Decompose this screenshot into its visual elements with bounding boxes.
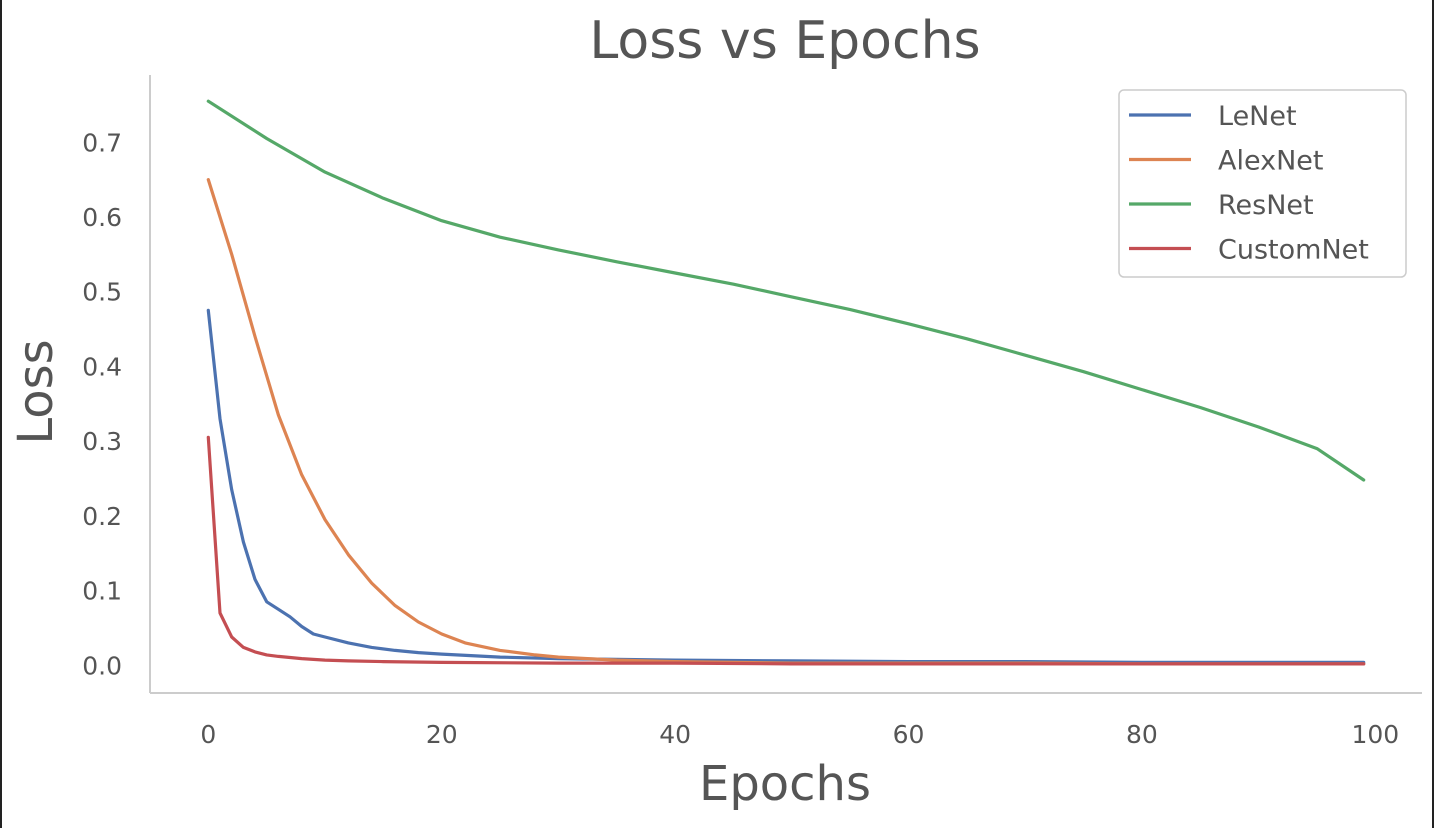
legend-label: AlexNet bbox=[1218, 146, 1323, 177]
x-tick-labels: 0 20 40 60 80 100 bbox=[200, 720, 1399, 749]
y-tick-label: 0.5 bbox=[82, 278, 122, 307]
series-line-lenet bbox=[206, 308, 1366, 665]
y-tick-label: 0.0 bbox=[82, 651, 122, 680]
y-tick-label: 0.7 bbox=[82, 128, 122, 157]
series-lines bbox=[206, 99, 1366, 666]
y-tick-label: 0.6 bbox=[82, 203, 122, 232]
x-axis-title: Epochs bbox=[699, 756, 871, 812]
x-tick-label: 80 bbox=[1126, 720, 1158, 749]
y-axis-title: Loss bbox=[8, 339, 64, 444]
x-tick-label: 40 bbox=[659, 720, 691, 749]
series-line-customnet bbox=[206, 435, 1366, 666]
legend-label: CustomNet bbox=[1218, 235, 1369, 266]
y-tick-label: 0.4 bbox=[82, 352, 122, 381]
y-tick-label: 0.3 bbox=[82, 427, 122, 456]
x-tick-label: 100 bbox=[1351, 720, 1399, 749]
axes bbox=[149, 75, 1422, 694]
y-tick-label: 0.1 bbox=[82, 577, 122, 606]
y-tick-label: 0.2 bbox=[82, 502, 122, 531]
chart-title: Loss vs Epochs bbox=[589, 11, 980, 71]
x-tick-label: 60 bbox=[893, 720, 925, 749]
legend-label: LeNet bbox=[1218, 101, 1297, 132]
x-tick-label: 0 bbox=[200, 720, 216, 749]
legend: LeNet AlexNet ResNet CustomNet bbox=[1118, 89, 1407, 278]
y-tick-labels: 0.0 0.1 0.2 0.3 0.4 0.5 0.6 0.7 bbox=[82, 128, 122, 680]
x-tick-label: 20 bbox=[426, 720, 458, 749]
legend-box bbox=[1118, 89, 1407, 278]
series-line-resnet bbox=[206, 99, 1366, 482]
legend-label: ResNet bbox=[1218, 190, 1314, 221]
